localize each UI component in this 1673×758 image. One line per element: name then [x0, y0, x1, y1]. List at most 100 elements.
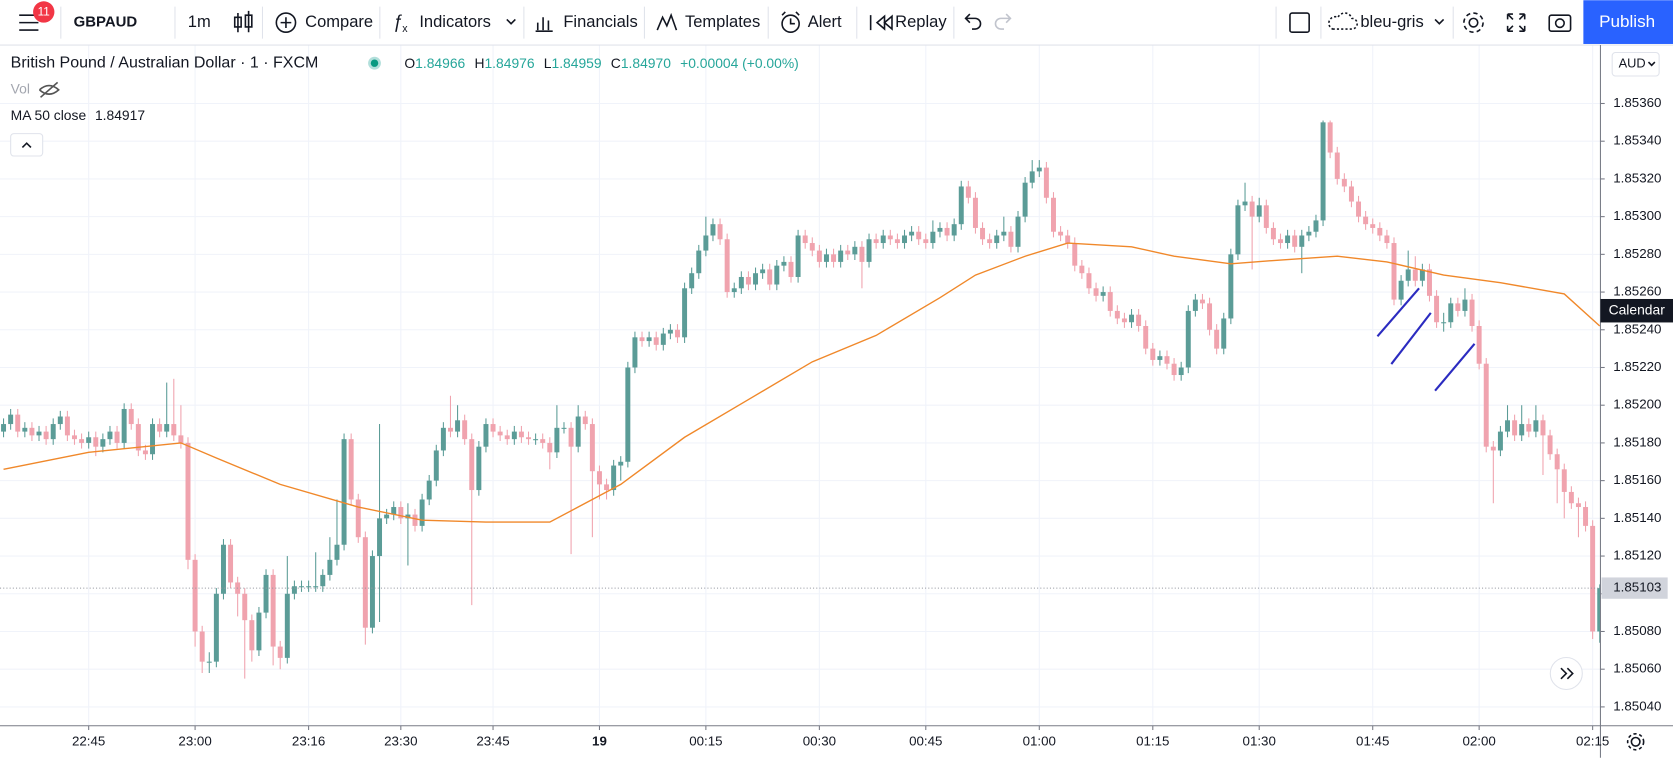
x-tick-label: 23:45: [476, 733, 509, 748]
candle-body: [540, 439, 546, 443]
candle-body: [845, 250, 851, 255]
layout-select-icon[interactable]: [1289, 12, 1310, 34]
gear-icon: [1626, 732, 1645, 751]
candle-body: [1448, 303, 1454, 323]
candle-body: [682, 288, 688, 338]
scroll-button[interactable]: [1549, 656, 1583, 691]
snapshot-button[interactable]: [1548, 14, 1572, 32]
candle-body: [788, 261, 794, 277]
candle-body: [710, 224, 716, 236]
candle-body: [547, 442, 553, 453]
candle-body: [142, 450, 148, 455]
candle-body: [1143, 326, 1149, 349]
ohlc-value: 1.84959: [552, 55, 602, 71]
candle-body: [1136, 314, 1142, 327]
change: +0.00004 (+0.00%): [680, 55, 799, 71]
cloud-icon: [1328, 12, 1358, 30]
x-tick-label: 23:16: [292, 733, 325, 748]
candle-body: [1391, 243, 1397, 300]
candle-body: [604, 484, 610, 491]
interval[interactable]: 1m: [188, 12, 211, 31]
alert-label: Alert: [808, 12, 842, 31]
candle-body: [1426, 269, 1432, 296]
compare-button[interactable]: Compare: [275, 12, 373, 34]
candle-body: [1022, 182, 1028, 217]
candle-body: [313, 586, 319, 588]
candle-body: [894, 239, 900, 244]
undo-button[interactable]: [964, 13, 982, 30]
candle-body: [8, 414, 14, 425]
candle-body: [838, 250, 844, 262]
candle-body: [128, 408, 134, 425]
candle-body: [1058, 231, 1064, 236]
candle-body: [1462, 299, 1468, 311]
candle-body: [1093, 288, 1099, 296]
candle-body: [653, 337, 659, 345]
trend-line[interactable]: [1376, 287, 1420, 338]
candle-body: [639, 337, 645, 342]
trend-line[interactable]: [1434, 343, 1476, 392]
y-tick-label: 1.85260: [1613, 284, 1661, 299]
currency-button[interactable]: AUD: [1611, 51, 1660, 77]
candle-body: [1, 424, 7, 432]
templates-button[interactable]: Templates: [656, 12, 760, 31]
candle-body: [618, 461, 624, 466]
redo-button[interactable]: [994, 13, 1012, 30]
y-tick-label: 1.85240: [1613, 321, 1661, 336]
candle-body: [760, 269, 766, 274]
candle-body: [611, 465, 617, 491]
hidden-icon[interactable]: [38, 81, 60, 98]
gear-icon: [1463, 12, 1484, 34]
candle-body: [504, 435, 510, 440]
candle-body: [277, 646, 283, 658]
candle-body: [1575, 503, 1581, 508]
publish-button[interactable]: Publish: [1583, 0, 1673, 44]
settings-button[interactable]: [1463, 12, 1484, 34]
financials-button[interactable]: Financials: [535, 12, 638, 32]
candle-body: [469, 439, 475, 491]
candle-body: [1441, 322, 1447, 324]
candle-body: [1334, 152, 1340, 179]
candle-body: [1121, 318, 1127, 323]
candle-body: [1015, 216, 1021, 247]
candle-body: [1036, 167, 1042, 172]
fullscreen-button[interactable]: [1506, 13, 1526, 32]
menu-button[interactable]: 11: [19, 1, 55, 31]
layout-button[interactable]: bleu-gris: [1328, 12, 1445, 31]
trend-line[interactable]: [1390, 312, 1432, 365]
candle-body: [526, 437, 531, 440]
candle-body: [412, 514, 418, 526]
axis-settings[interactable]: [1626, 732, 1645, 751]
candle-body: [902, 235, 907, 244]
candle-body: [873, 239, 879, 244]
candle-body: [1249, 201, 1255, 217]
alert-button[interactable]: Alert: [781, 11, 842, 34]
candle-body: [1497, 431, 1503, 451]
candle-body: [377, 518, 383, 557]
x-tick-label: 02:15: [1576, 733, 1609, 748]
candle-body: [930, 231, 936, 244]
toolbar-bg: [0, 0, 1673, 46]
ma-line: [3, 242, 1601, 523]
candle-body: [249, 620, 255, 651]
candle-body: [15, 414, 21, 432]
candle-body: [206, 661, 212, 663]
candle-body: [866, 239, 872, 262]
candle-body: [753, 273, 759, 285]
symbol[interactable]: GBPAUD: [74, 14, 138, 31]
candle-body: [72, 435, 77, 440]
candle-body: [1199, 299, 1205, 304]
candle-body: [306, 586, 312, 588]
candle-body: [958, 186, 964, 225]
candle-body: [334, 544, 340, 560]
candle-body: [1356, 201, 1362, 217]
replay-button[interactable]: Replay: [869, 12, 948, 31]
last-price-label: 1.85103: [1613, 580, 1661, 595]
candle-body: [362, 537, 368, 628]
chart-type-icon[interactable]: [233, 10, 253, 33]
compare-label: Compare: [305, 12, 373, 31]
collapse-button[interactable]: [10, 133, 44, 157]
